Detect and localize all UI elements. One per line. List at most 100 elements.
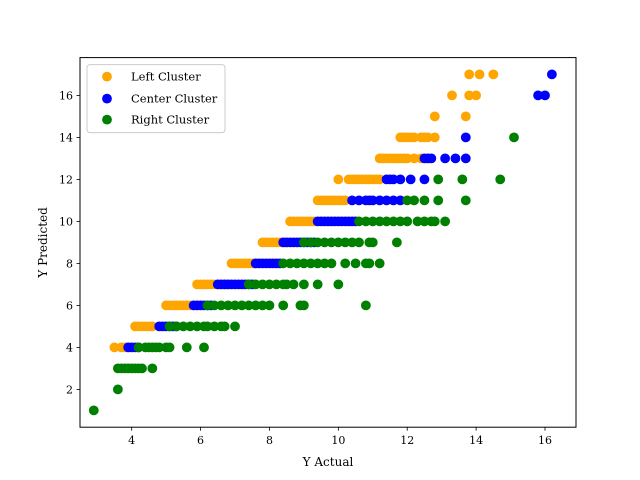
data-point-left-cluster [109,342,120,353]
data-point-right-cluster [278,300,289,311]
data-point-left-cluster [333,174,344,185]
data-point-right-cluster [209,321,220,332]
data-point-right-cluster [312,258,323,269]
data-point-right-cluster [88,405,99,416]
data-point-right-cluster [340,258,351,269]
data-point-right-cluster [350,258,361,269]
y-tick-label: 16 [59,89,73,102]
data-point-right-cluster [374,258,385,269]
data-point-right-cluster [333,237,344,248]
data-point-right-cluster [181,342,192,353]
data-point-right-cluster [457,174,468,185]
data-point-right-cluster [199,342,209,353]
data-point-left-cluster [409,132,420,143]
data-point-center-cluster [533,90,544,101]
y-tick-label: 6 [66,299,73,312]
data-point-right-cluster [433,174,444,185]
y-tick-label: 12 [59,173,73,186]
data-point-right-cluster [216,300,227,311]
data-point-right-cluster [230,321,240,332]
data-point-right-cluster [333,279,344,290]
data-point-left-cluster [402,153,413,164]
data-point-right-cluster [409,195,420,206]
x-axis-label: Y Actual [302,455,354,469]
y-tick-label: 2 [66,383,73,396]
legend-label-left-cluster: Left Cluster [131,70,201,84]
data-point-right-cluster [178,321,189,332]
data-point-right-cluster [340,237,351,248]
plot-frame [79,57,577,428]
legend-label-right-cluster: Right Cluster [131,113,210,127]
data-point-right-cluster [243,279,254,290]
data-point-right-cluster [312,237,323,248]
data-point-center-cluster [460,132,471,143]
data-point-left-cluster [464,69,475,80]
data-point-right-cluster [185,321,196,332]
data-point-right-cluster [326,237,337,248]
data-point-center-cluster [546,69,557,80]
data-point-left-cluster [474,69,485,80]
data-point-center-cluster [374,195,385,206]
data-point-right-cluster [288,279,299,290]
data-point-right-cluster [298,279,309,290]
x-tick-label: 4 [128,434,135,447]
data-point-right-cluster [305,258,316,269]
series-center-cluster [123,69,557,353]
data-point-right-cluster [460,195,471,206]
data-point-right-cluster [374,216,385,227]
data-point-right-cluster [147,363,158,374]
x-tick-label: 10 [331,434,345,447]
data-point-left-cluster [429,132,440,143]
x-tick-label: 8 [266,434,273,447]
data-point-right-cluster [429,216,440,227]
data-point-right-cluster [209,300,220,311]
data-point-right-cluster [278,258,289,269]
data-point-right-cluster [264,300,275,311]
x-tick-label: 16 [538,434,552,447]
x-axis-ticks: 4 6 8 10 12 14 16 [128,427,552,447]
data-point-right-cluster [230,300,240,311]
data-point-right-cluster [164,342,175,353]
data-point-right-cluster [509,132,519,143]
data-point-right-cluster [112,384,123,395]
data-point-center-cluster [354,195,364,206]
y-tick-label: 10 [59,215,73,228]
data-point-center-cluster [426,153,437,164]
data-point-center-cluster [460,153,471,164]
data-point-right-cluster [133,342,144,353]
data-point-right-cluster [388,216,399,227]
y-axis-ticks: 2 4 6 8 10 12 14 16 [59,89,80,396]
data-point-left-cluster [447,90,457,101]
data-point-right-cluster [305,237,316,248]
data-point-right-cluster [223,300,234,311]
data-point-right-cluster [319,258,330,269]
data-point-right-cluster [202,300,213,311]
y-axis-label: Y Predicted [36,207,50,279]
data-point-center-cluster [419,174,430,185]
data-point-left-cluster [340,195,351,206]
data-point-center-cluster [381,195,392,206]
data-point-right-cluster [257,300,268,311]
data-point-right-cluster [412,216,423,227]
data-point-right-cluster [364,258,375,269]
data-point-right-cluster [354,216,364,227]
x-tick-label: 12 [400,434,414,447]
y-tick-label: 8 [66,257,73,270]
data-point-center-cluster [388,174,399,185]
data-point-left-cluster [464,90,475,101]
data-point-left-cluster [429,111,440,122]
data-point-right-cluster [419,195,430,206]
x-tick-label: 14 [469,434,483,447]
data-point-right-cluster [154,342,165,353]
data-point-center-cluster [395,174,406,185]
data-point-right-cluster [285,258,296,269]
data-point-right-cluster [319,237,330,248]
data-point-right-cluster [164,321,175,332]
data-point-left-cluster [147,321,158,332]
data-point-right-cluster [250,279,261,290]
data-point-right-cluster [236,300,247,311]
data-point-right-cluster [257,279,268,290]
data-point-right-cluster [367,237,378,248]
data-point-right-cluster [395,216,406,227]
